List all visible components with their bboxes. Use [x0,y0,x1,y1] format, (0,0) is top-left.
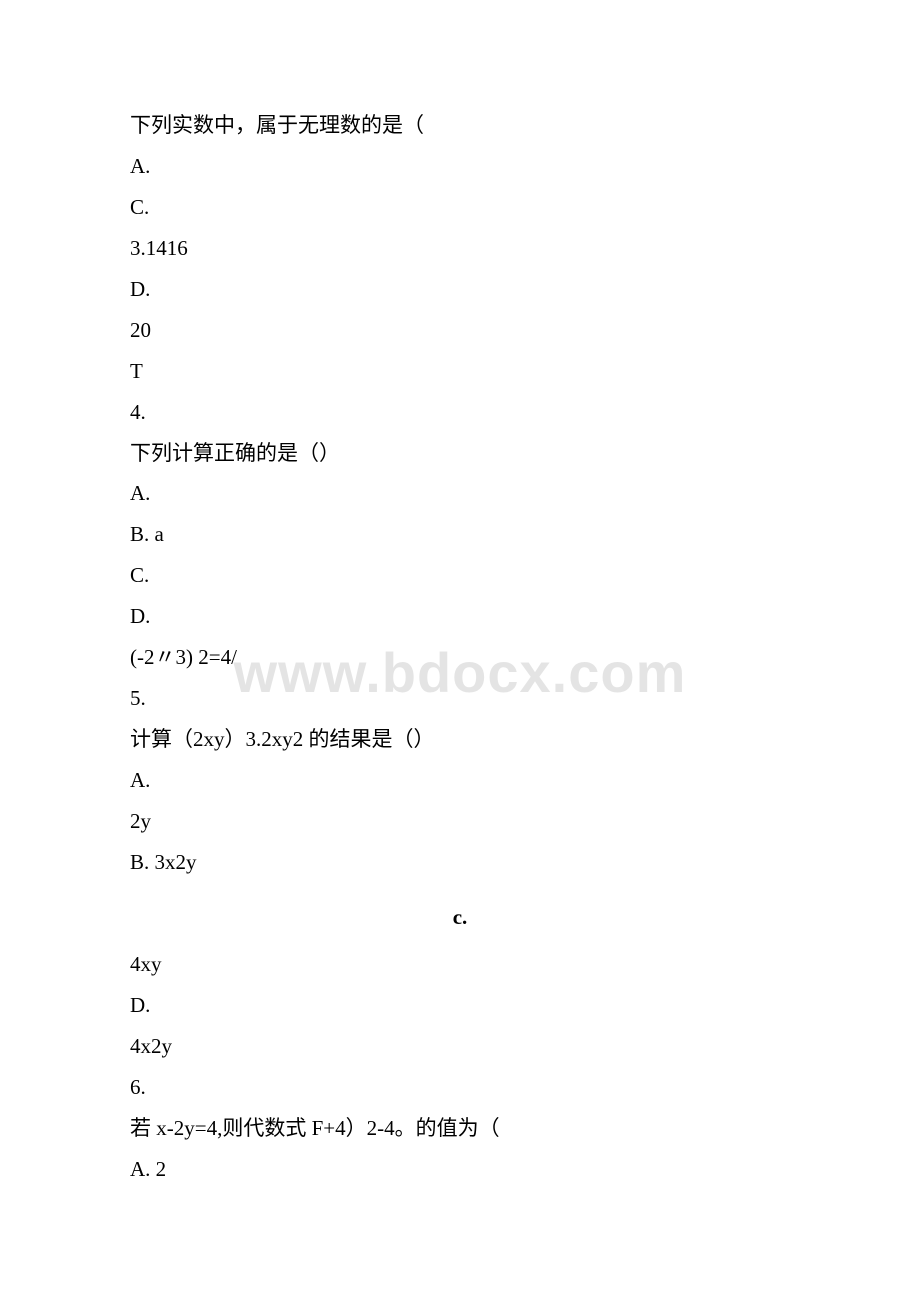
text-line: 5. [130,678,790,719]
text-line: A. 2 [130,1149,790,1190]
text-line: 3.1416 [130,228,790,269]
text-line: 4x2y [130,1026,790,1067]
text-line: 4xy [130,944,790,985]
text-line: 20 [130,310,790,351]
document-page: www.bdocx.com 下列实数中，属于无理数的是（A.C.3.1416D.… [0,0,920,1302]
text-line: A. [130,146,790,187]
text-line: 若 x-2y=4,则代数式 F+4）2-4。的值为（ [130,1108,790,1149]
text-line: 6. [130,1067,790,1108]
text-line: 4. [130,392,790,433]
text-line: 2y [130,801,790,842]
text-line: C. [130,187,790,228]
text-line: A. [130,473,790,514]
text-line: D. [130,985,790,1026]
text-line: 计算（2xy）3.2xy2 的结果是（） [130,719,790,760]
text-line: 下列实数中，属于无理数的是（ [130,105,790,146]
text-line: D. [130,269,790,310]
text-line: C. [130,555,790,596]
text-line: T [130,351,790,392]
text-line: B. a [130,514,790,555]
text-line: B. 3x2y [130,842,790,883]
text-line: 下列计算正确的是（） [130,433,790,474]
text-line: D. [130,596,790,637]
document-content: 下列实数中，属于无理数的是（A.C.3.1416D.20T4.下列计算正确的是（… [130,105,790,1189]
text-line: (-2〃3) 2=4/ [130,637,790,678]
text-line: A. [130,760,790,801]
text-line: c. [130,905,790,930]
